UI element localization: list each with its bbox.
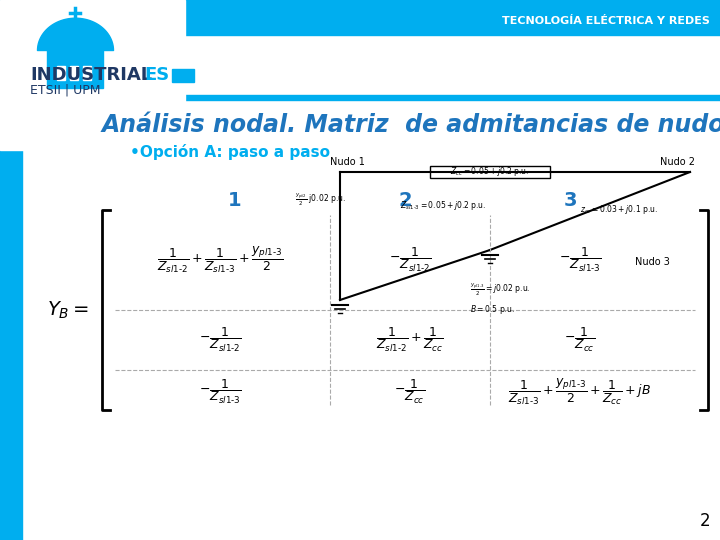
- Text: Nudo 3: Nudo 3: [635, 257, 670, 267]
- Circle shape: [69, 22, 81, 34]
- Text: $Y_B =$: $Y_B =$: [47, 299, 89, 321]
- Text: $\frac{y_{pi/2}}{2}$ j0.02 p.u.: $\frac{y_{pi/2}}{2}$ j0.02 p.u.: [295, 192, 346, 208]
- Text: $z_{cc} = 0.03+j0.1$ p.u.: $z_{cc} = 0.03+j0.1$ p.u.: [580, 204, 658, 217]
- Text: $-\dfrac{1}{Z_{cc}}$: $-\dfrac{1}{Z_{cc}}$: [395, 378, 426, 406]
- Bar: [430, 166, 550, 178]
- Text: ETSII | UPM: ETSII | UPM: [30, 84, 101, 97]
- Text: $\dfrac{1}{Z_{sl1\text{-}2}} + \dfrac{1}{Z_{sl1\text{-}3}} + \dfrac{y_{pl1\text{: $\dfrac{1}{Z_{sl1\text{-}2}} + \dfrac{1}…: [157, 245, 283, 275]
- Text: 3: 3: [563, 191, 577, 210]
- Text: $Z_{sl1\text{-}3} = 0.05+j0.2$ p.u.: $Z_{sl1\text{-}3} = 0.05+j0.2$ p.u.: [400, 199, 486, 212]
- Text: $-\dfrac{1}{Z_{sl1\text{-}2}}$: $-\dfrac{1}{Z_{sl1\text{-}2}}$: [389, 246, 431, 274]
- Bar: [0, 0, 22, 540]
- Text: •Opción A: paso a paso: •Opción A: paso a paso: [130, 144, 330, 160]
- Bar: [70, 66, 78, 80]
- Text: $-\dfrac{1}{Z_{sl1\text{-}2}}$: $-\dfrac{1}{Z_{sl1\text{-}2}}$: [199, 326, 241, 354]
- Bar: [0, 95, 720, 100]
- Text: $B = 0.5$ p.u.: $B = 0.5$ p.u.: [470, 303, 515, 316]
- Text: $-\dfrac{1}{Z_{cc}}$: $-\dfrac{1}{Z_{cc}}$: [564, 326, 595, 354]
- Bar: [0, 0, 185, 150]
- Text: INDUSTRIAL: INDUSTRIAL: [30, 66, 152, 84]
- Text: Nudo 1: Nudo 1: [330, 157, 365, 167]
- Bar: [83, 66, 91, 80]
- Text: $\dfrac{1}{Z_{sl1\text{-}3}} + \dfrac{y_{pl1\text{-}3}}{2} + \dfrac{1}{Z_{cc}} +: $\dfrac{1}{Z_{sl1\text{-}3}} + \dfrac{y_…: [508, 377, 652, 407]
- Text: ES: ES: [144, 66, 169, 84]
- Text: 1: 1: [228, 191, 242, 210]
- Text: Nudo 2: Nudo 2: [660, 157, 695, 167]
- Text: $Z_{cc} = 0.05+j0.2$ p.u.: $Z_{cc} = 0.05+j0.2$ p.u.: [451, 165, 530, 179]
- Text: $\frac{y_{pl1\text{-}3}}{2} = j0.02$ p.u.: $\frac{y_{pl1\text{-}3}}{2} = j0.02$ p.u…: [470, 281, 531, 299]
- Text: $-\dfrac{1}{Z_{sl1\text{-}3}}$: $-\dfrac{1}{Z_{sl1\text{-}3}}$: [199, 378, 241, 406]
- Text: 2: 2: [398, 191, 412, 210]
- Text: Análisis nodal. Matriz  de admitancias de nudos: Análisis nodal. Matriz de admitancias de…: [102, 113, 720, 137]
- Bar: [47, 50, 103, 88]
- Text: TECNOLOGÍA ELÉCTRICA Y REDES: TECNOLOGÍA ELÉCTRICA Y REDES: [502, 16, 710, 26]
- Text: $-\dfrac{1}{Z_{sl1\text{-}3}}$: $-\dfrac{1}{Z_{sl1\text{-}3}}$: [559, 246, 601, 274]
- Text: $\dfrac{1}{Z_{sl1\text{-}2}} + \dfrac{1}{Z_{cc}}$: $\dfrac{1}{Z_{sl1\text{-}2}} + \dfrac{1}…: [376, 326, 444, 354]
- Text: 2: 2: [699, 512, 710, 530]
- Bar: [57, 66, 65, 80]
- Bar: [172, 69, 194, 82]
- Bar: [0, 0, 720, 35]
